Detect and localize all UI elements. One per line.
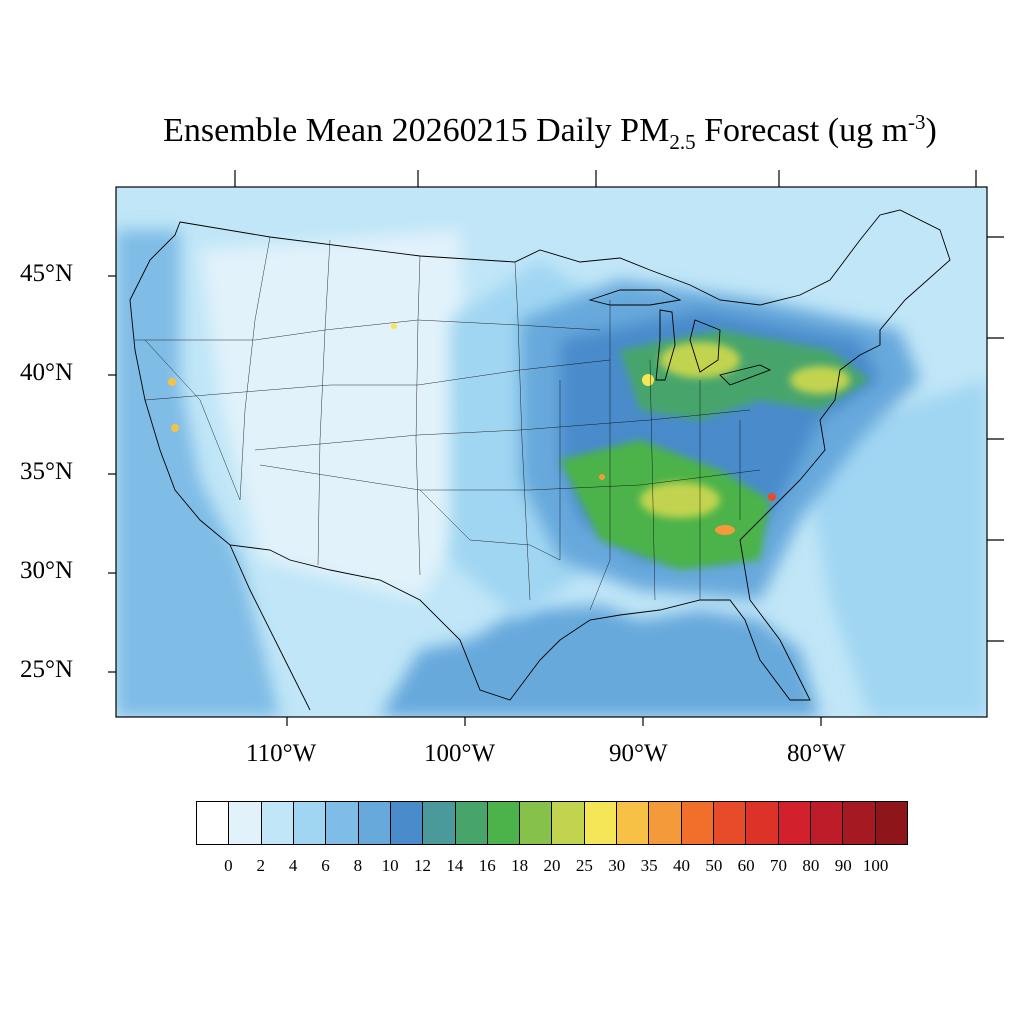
hotspot-carolina (768, 493, 776, 501)
colorbar-label: 6 (321, 856, 330, 875)
colorbar-label: 80 (802, 856, 820, 875)
colorbar-swatch (390, 802, 424, 844)
colorbar-swatch (229, 802, 262, 844)
tick-marks (108, 170, 1004, 726)
yellow-patch-michigan (660, 342, 740, 378)
lon-label-90w: 90°W (609, 740, 668, 767)
colorbar-label: 10 (381, 856, 399, 875)
colorbar-label: 14 (446, 856, 464, 875)
colorbar-label: 0 (224, 856, 233, 875)
lat-label-30: 30°N (20, 557, 74, 584)
colorbar-swatch (617, 802, 650, 844)
colorbar-label: 8 (353, 856, 363, 875)
lat-label-40: 40°N (20, 359, 74, 386)
hotspot-arkansas (599, 474, 605, 480)
lon-label-80w: 80°W (787, 740, 846, 767)
colorbar-label: 100 (862, 856, 889, 875)
hotspot-georgia (715, 525, 735, 535)
colorbar-swatch (261, 802, 294, 844)
colorbar-swatch (293, 802, 327, 844)
state-boundaries (135, 236, 761, 611)
colorbar-swatch (714, 802, 747, 844)
colorbar-label: 2 (256, 856, 265, 875)
hotspot-california-central (171, 424, 179, 432)
colorbar-swatch (326, 802, 359, 844)
coastlines-borders (129, 209, 951, 711)
colorbar-label: 70 (770, 856, 788, 875)
colorbar-label: 20 (543, 856, 561, 875)
yellow-patch-alabama (640, 482, 720, 518)
colorbar-swatch (649, 802, 682, 844)
lon-label-100w: 100°W (424, 740, 496, 767)
lat-label-45: 45°N (20, 260, 74, 287)
colorbar-swatch (778, 802, 811, 844)
colorbar-label: 16 (478, 856, 496, 875)
colorbar-swatch (520, 802, 553, 844)
hotspot-chicago (642, 374, 654, 386)
lake-erie (719, 364, 772, 386)
colorbar-swatch (358, 802, 391, 844)
gulf-of-mexico-field (380, 605, 820, 717)
colorbar-swatch (810, 802, 844, 844)
lake-michigan (655, 309, 676, 381)
colorbar-swatch (423, 802, 456, 844)
colorbar-swatch (455, 802, 488, 844)
colorbar-label: 35 (640, 856, 658, 875)
colorbar-label: 25 (575, 856, 593, 875)
colorbar-label: 60 (737, 856, 755, 875)
lake-huron (689, 319, 721, 373)
colorbar-swatch (746, 802, 779, 844)
lat-label-35: 35°N (20, 458, 74, 485)
colorbar-label: 50 (705, 856, 723, 875)
lon-label-110w: 110°W (246, 740, 317, 767)
lat-label-25: 25°N (20, 656, 74, 683)
colorbar-label: 30 (608, 856, 626, 875)
colorbar-swatch (584, 802, 618, 844)
hotspot-california-north (168, 378, 176, 386)
colorbar-swatch (197, 802, 230, 844)
chart-title: Ensemble Mean 20260215 Daily PM2.5 Forec… (163, 110, 937, 154)
colorbar-label: 40 (672, 856, 690, 875)
map-frame (115, 186, 988, 718)
colorbar-swatch (552, 802, 585, 844)
yellow-patch-pennsylvania (790, 366, 850, 394)
hotspot-wyoming (391, 323, 397, 329)
colorbar-swatch (843, 802, 876, 844)
pacific-field (116, 230, 280, 717)
us-outline (129, 209, 951, 701)
colorbar-label: 18 (511, 856, 529, 875)
colorbar-swatch (875, 802, 907, 844)
colorbar-swatch (487, 802, 521, 844)
colorbar-swatch (681, 802, 714, 844)
atlantic-field (800, 380, 987, 717)
colorbar-label: 90 (834, 856, 852, 875)
colorbar-label: 4 (288, 856, 298, 875)
colorbar-label: 12 (414, 856, 432, 875)
west-interior-field (200, 230, 470, 600)
baja (229, 544, 311, 711)
colorbar (196, 801, 908, 845)
